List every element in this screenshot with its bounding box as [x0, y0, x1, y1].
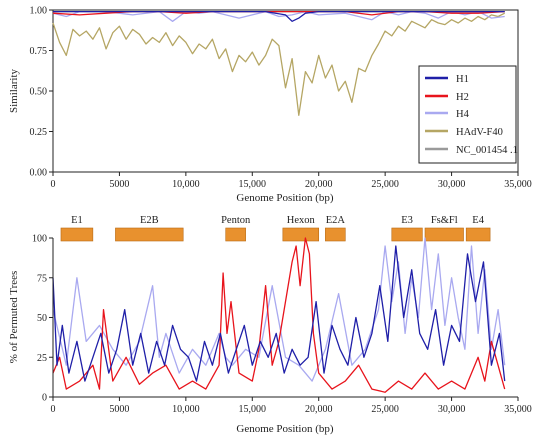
permuted-trees-plot: E1 E2B Penton Hexon E2A E3 Fs&Fl E4 0 5000 10,000…: [8, 215, 532, 435]
permuted-trees-series-line: [52, 237, 506, 382]
similarity-axis-ticks: 0 5000 10,000 15,000 20,000 25,000 30,000 35,00…: [30, 6, 532, 191]
similarity-series-line: [52, 12, 505, 116]
legend-label-h1: H1: [456, 74, 469, 85]
gene-region-bar: [60, 227, 94, 242]
gene-region-label: Hexon: [287, 215, 316, 226]
similarity-x-tick-label: 30,000: [438, 179, 466, 190]
permuted-trees-series-line: [52, 245, 506, 382]
similarity-y-tick-label: 0.50: [30, 87, 48, 98]
similarity-y-tick-label: 0.00: [30, 168, 48, 179]
gene-region-label: E1: [71, 215, 83, 226]
legend-label-hadv-f40: HAdV-F40: [456, 127, 503, 138]
gene-region-bars: E1 E2B Penton Hexon E2A E3 Fs&Fl E4: [60, 215, 491, 242]
similarity-y-tick-label: 0.75: [30, 46, 48, 57]
permuted-trees-x-tick-label: 15,000: [239, 404, 267, 415]
permuted-trees-x-tick-label: 25,000: [371, 404, 399, 415]
similarity-x-axis-label: Genome Position (bp): [236, 192, 333, 204]
permuted-trees-y-tick-label: 50: [37, 313, 47, 324]
similarity-x-tick-label: 35,000: [504, 179, 532, 190]
permuted-trees-x-tick-label: 10,000: [172, 404, 200, 415]
similarity-x-tick-label: 5000: [109, 179, 129, 190]
permuted-trees-axis-ticks: 0 5000 10,000 15,000 20,000 25,000 30,000 35,00…: [32, 234, 532, 416]
gene-region-label: E4: [472, 215, 484, 226]
similarity-x-tick-label: 20,000: [305, 179, 333, 190]
legend-box: [418, 65, 517, 164]
gene-region-bar: [391, 227, 423, 242]
legend: H1 H2 H4 HAdV-F40 NC_001454 .1: [418, 65, 518, 164]
permuted-trees-x-tick-label: 5000: [109, 404, 129, 415]
similarity-series-line: [52, 10, 505, 22]
gene-region-label: Fs&Fl: [431, 215, 458, 226]
gene-region-bar: [465, 227, 491, 242]
similarity-x-tick-label: 25,000: [371, 179, 399, 190]
permuted-trees-y-tick-label: 0: [42, 393, 47, 404]
permuted-trees-series-group: [52, 237, 506, 393]
permuted-trees-x-tick-label: 30,000: [438, 404, 466, 415]
gene-region-label: E3: [401, 215, 413, 226]
similarity-y-axis-label: Similarity: [8, 69, 20, 114]
permuted-trees-x-tick-label: 0: [51, 404, 56, 415]
gene-region-label: Penton: [221, 215, 251, 226]
similarity-x-tick-label: 0: [51, 179, 56, 190]
legend-label-nc001454: NC_001454 .1: [456, 145, 518, 156]
permuted-trees-series-line: [52, 237, 506, 393]
similarity-y-tick-label: 1.00: [30, 6, 48, 17]
legend-label-h4: H4: [456, 109, 470, 120]
similarity-y-tick-label: 0.25: [30, 127, 48, 138]
gene-region-label: E2B: [140, 215, 159, 226]
permuted-trees-y-tick-label: 75: [37, 273, 47, 284]
similarity-series-group: [52, 10, 505, 116]
legend-label-h2: H2: [456, 92, 469, 103]
gene-region-label: E2A: [326, 215, 346, 226]
gene-region-bar: [424, 227, 464, 242]
permuted-trees-x-tick-label: 35,000: [504, 404, 532, 415]
similarity-plot: 0 5000 10,000 15,000 20,000 25,000 30,000 35,00…: [8, 6, 532, 205]
gene-region-bar: [225, 227, 246, 242]
gene-region-bar: [115, 227, 184, 242]
permuted-trees-y-axis-label: % of Permuted Trees: [8, 271, 20, 364]
similarity-x-tick-label: 15,000: [239, 179, 267, 190]
permuted-trees-y-tick-label: 100: [32, 234, 47, 245]
permuted-trees-x-tick-label: 20,000: [305, 404, 333, 415]
gene-region-bar: [282, 227, 320, 242]
similarity-series-line: [53, 10, 505, 22]
similarity-x-tick-label: 10,000: [172, 179, 200, 190]
permuted-trees-x-axis-label: Genome Position (bp): [236, 423, 333, 435]
gene-region-bar: [325, 227, 346, 242]
permuted-trees-y-tick-label: 25: [37, 353, 47, 364]
